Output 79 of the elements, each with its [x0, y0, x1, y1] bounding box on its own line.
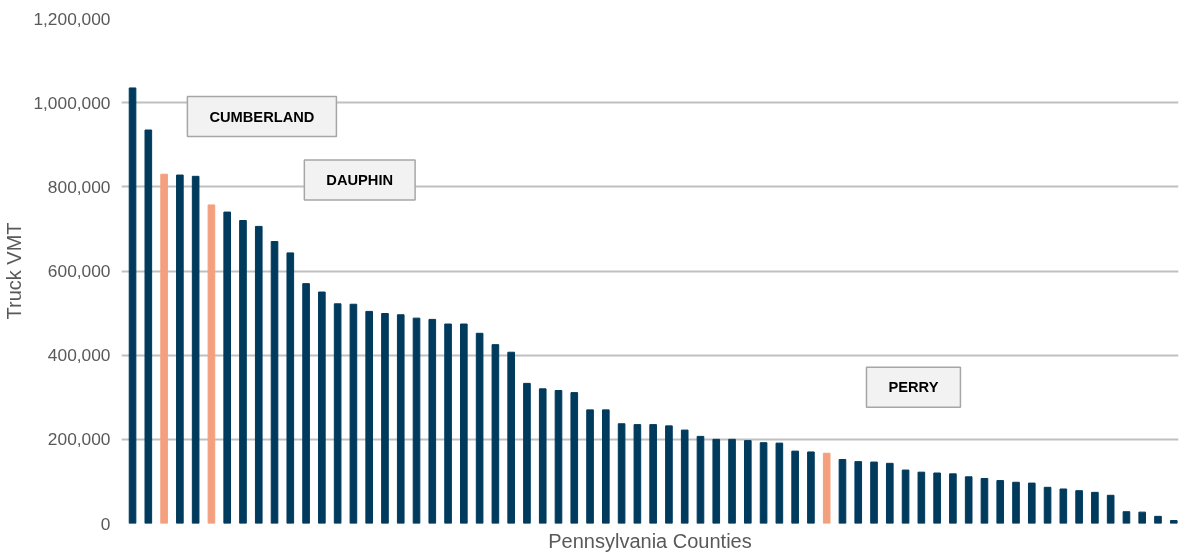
bar: [980, 477, 989, 524]
bar: [775, 442, 784, 524]
bar: [1169, 520, 1178, 524]
bar: [460, 323, 468, 524]
bar: [491, 344, 500, 524]
bar: [838, 459, 847, 524]
bar: [1027, 482, 1036, 524]
bar: [239, 220, 247, 524]
bar: [554, 390, 563, 524]
bar: [807, 451, 815, 524]
bar: [1091, 491, 1099, 524]
bar: [996, 480, 1005, 524]
bar: [933, 472, 941, 524]
annotation: DAUPHIN: [326, 172, 394, 189]
bar: [649, 424, 657, 524]
bar: [302, 283, 310, 524]
bar: [412, 317, 421, 524]
bar: [791, 450, 799, 524]
bar: [128, 87, 137, 524]
bar: [1012, 481, 1020, 524]
bar: [822, 452, 831, 524]
bar: [901, 469, 910, 524]
y-tick-label: 1,200,000: [33, 8, 111, 29]
bar: [365, 310, 373, 524]
bar: [728, 438, 736, 524]
bar: [270, 241, 279, 524]
bar: [507, 351, 515, 524]
bar: [1106, 494, 1115, 524]
bar: [759, 442, 768, 524]
bar: [949, 473, 957, 524]
bar: [254, 225, 263, 524]
bar: [176, 174, 184, 524]
bar: [1059, 488, 1068, 524]
bar: [191, 175, 200, 524]
bar: [144, 129, 153, 524]
bar: [1122, 511, 1131, 524]
annotation: PERRY: [888, 379, 939, 396]
bar: [696, 435, 705, 524]
bar: [680, 429, 689, 524]
y-axis-title: Truck VMT: [3, 222, 26, 320]
y-tick-label: 0: [100, 513, 111, 534]
bar: [1075, 490, 1083, 524]
bar: [854, 461, 863, 524]
bar: [207, 204, 216, 524]
bar: [570, 392, 579, 524]
bar: [396, 314, 405, 524]
bar: [885, 462, 894, 524]
x-axis-title: Pennsylvania Counties: [548, 529, 752, 552]
bar: [428, 318, 437, 524]
bar: [349, 303, 358, 524]
bar: [617, 423, 626, 524]
y-tick-label: 400,000: [47, 345, 111, 366]
y-tick-label: 600,000: [47, 261, 111, 281]
bar: [870, 461, 878, 524]
annotation: CUMBERLAND: [209, 108, 315, 125]
bar: [333, 303, 342, 524]
bar: [475, 332, 484, 524]
bar: [602, 409, 610, 524]
bar: [160, 173, 168, 524]
bar: [523, 382, 531, 524]
bar: [1154, 515, 1162, 524]
bar: [318, 291, 326, 524]
bar: [381, 313, 389, 524]
y-tick-label: 800,000: [47, 176, 111, 197]
bar: [223, 211, 232, 524]
bar: [538, 388, 547, 524]
y-tick-label: 200,000: [47, 429, 111, 450]
bar: [444, 323, 452, 524]
bar: [744, 440, 752, 524]
bar: [1138, 511, 1147, 524]
bar: [1043, 486, 1052, 524]
bar: [665, 425, 673, 524]
bar: [917, 471, 926, 524]
y-tick-label: 1,000,000: [33, 92, 111, 113]
bar: [633, 424, 642, 524]
bar: [964, 476, 973, 524]
bar: [586, 409, 594, 524]
bar: [712, 438, 721, 524]
bar: [286, 252, 295, 524]
